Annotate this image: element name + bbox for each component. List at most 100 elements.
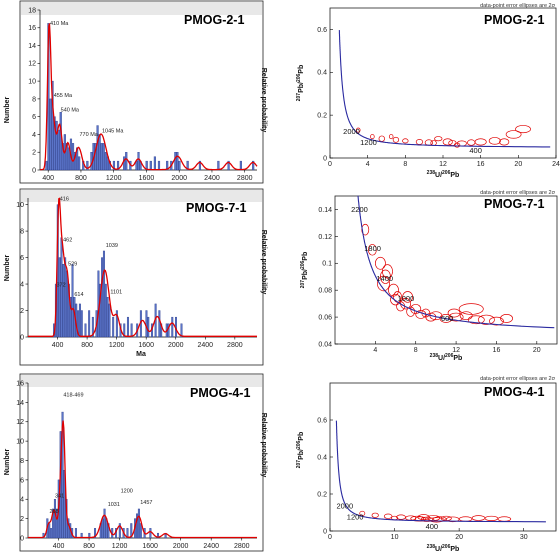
error-ellipse: [459, 311, 473, 321]
histogram-bar: [178, 160, 181, 171]
histogram-bar: [158, 310, 161, 338]
concordia-curve: [357, 195, 555, 329]
y-tick-label: 0.06: [318, 314, 332, 321]
y-tick-label: 4: [32, 132, 36, 139]
peak-age-label: 416: [60, 197, 69, 203]
peak-age-label: 341: [55, 493, 64, 499]
error-ellipse: [447, 308, 461, 318]
peak-age-label: 455 Ma: [54, 93, 73, 99]
plot-frame: [334, 195, 558, 345]
histogram-bar: [123, 323, 126, 338]
x-tick-label: 800: [83, 543, 95, 550]
x-tick-label: 20: [514, 161, 522, 168]
axis-tick-labels: 4 8 12 16 20 0.04 0.06 0.08 0.1 0.12 0.14: [318, 207, 540, 354]
x-tick-label: 2400: [204, 175, 220, 182]
histogram-bar: [217, 160, 220, 171]
error-ellipse: [383, 513, 393, 519]
peak-age-label: 540 Ma: [61, 107, 80, 113]
histogram-bar: [59, 112, 62, 171]
y-tick-label: 12: [28, 61, 36, 68]
histogram-bar: [100, 143, 103, 171]
y-tick-label: 16: [28, 25, 36, 32]
peak-age-labels: 416 372 462 529 614 1039 1101: [56, 197, 122, 298]
error-ellipses: [356, 125, 531, 148]
y-tick-label: 0.08: [318, 288, 332, 295]
histogram-bar: [108, 303, 111, 338]
y-tick-label: 6: [20, 477, 24, 484]
histogram-bar: [98, 134, 101, 171]
histogram-bar: [53, 116, 56, 171]
y-axis-label: 207Pb/206Pb: [296, 432, 305, 469]
error-ellipse-note: data-point error ellipses are 2σ: [480, 376, 556, 382]
y-tick-label: 0.2: [317, 491, 327, 498]
histogram-bar: [84, 323, 87, 338]
histogram-bar: [64, 257, 67, 338]
x-tick-label: 16: [477, 161, 485, 168]
histogram-bar: [53, 499, 56, 539]
error-ellipse: [467, 315, 485, 325]
histogram-bar: [71, 143, 75, 171]
histogram-bar: [123, 156, 126, 171]
error-ellipse: [458, 303, 484, 315]
x-tick-label: 8: [414, 347, 418, 354]
concordia-age-label: 400: [469, 146, 482, 155]
concordia-curve: [338, 30, 551, 148]
error-ellipse: [406, 306, 416, 317]
concordia-age-label: 1200: [360, 138, 377, 147]
histogram-bar: [167, 323, 170, 338]
histogram-bar: [51, 80, 54, 171]
x-tick-label: 12: [452, 347, 460, 354]
histogram-bar: [136, 513, 139, 539]
x-tick-label: 400: [52, 342, 64, 349]
error-ellipse-note: data-point error ellipses are 2σ: [480, 3, 556, 9]
error-ellipse: [367, 244, 377, 256]
probability-curve: [28, 197, 257, 337]
x-tick-label: 12: [439, 161, 447, 168]
panel-header-strip: [21, 375, 262, 387]
concordia-age-label: 1000: [398, 294, 415, 303]
x-tick-label: 0: [328, 534, 332, 541]
x-tick-label: 800: [75, 175, 87, 182]
x-axis-label: 238U/206Pb: [427, 170, 460, 179]
sample-name-label: PMOG-7-1: [484, 197, 544, 211]
histogram-bar: [52, 508, 55, 539]
histogram-bar: [55, 508, 58, 539]
histogram-bar: [94, 528, 97, 539]
histogram-bar: [126, 316, 129, 338]
sample-name-label: PMOG-2-1: [184, 13, 244, 27]
y-tick-label: 8: [20, 228, 24, 235]
x-tick-label: 1600: [142, 543, 158, 550]
peak-age-label: 1045 Ma: [102, 129, 124, 135]
error-ellipse: [402, 291, 414, 303]
histogram-bar: [166, 160, 169, 171]
x-tick-label: 0: [328, 161, 332, 168]
histogram-bar: [106, 297, 109, 338]
y-tick-label: 0.14: [318, 207, 332, 214]
x-tick-label: 20: [533, 347, 541, 354]
histogram-bar: [149, 528, 152, 539]
y-tick-label: 0: [20, 334, 24, 341]
histogram-bar: [88, 310, 91, 338]
error-ellipse: [453, 142, 461, 148]
x-tick-label: 2000: [168, 342, 184, 349]
concordia-panel-pmog-2-1: data-point error ellipses are 2σ 0 4 8 12 16…: [296, 3, 560, 179]
histogram-bar: [48, 523, 51, 539]
histogram-bar: [61, 411, 64, 539]
peak-age-label: 614: [74, 292, 83, 298]
error-ellipse: [499, 138, 510, 146]
error-ellipse: [388, 134, 394, 140]
error-ellipse: [477, 314, 495, 325]
y-tick-label: 14: [28, 43, 36, 50]
x-tick-label: 30: [520, 534, 528, 541]
panel-header-strip: [21, 190, 262, 202]
histogram-bar: [73, 152, 77, 171]
histogram-bar: [78, 156, 81, 171]
y-tick-label: 12: [16, 419, 24, 426]
x-tick-label: 16: [493, 347, 501, 354]
concordia-age-label: 2000: [336, 501, 353, 510]
x-tick-label: 2800: [227, 342, 243, 349]
histogram-bar: [91, 316, 94, 338]
histogram-bar: [198, 160, 202, 171]
